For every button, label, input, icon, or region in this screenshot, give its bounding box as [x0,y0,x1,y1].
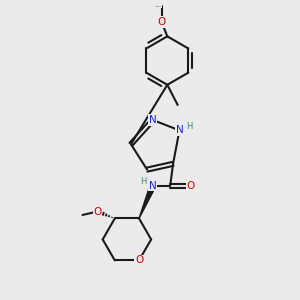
Text: N: N [176,125,183,135]
Text: O: O [135,255,143,266]
Text: O: O [93,206,102,217]
Text: O: O [158,17,166,27]
Text: O: O [186,181,194,191]
Text: H: H [187,122,193,131]
Text: N: N [149,181,157,191]
Polygon shape [139,184,155,218]
Text: methoxy: methoxy [155,6,162,7]
Text: N: N [149,115,157,125]
Text: H: H [140,177,147,186]
